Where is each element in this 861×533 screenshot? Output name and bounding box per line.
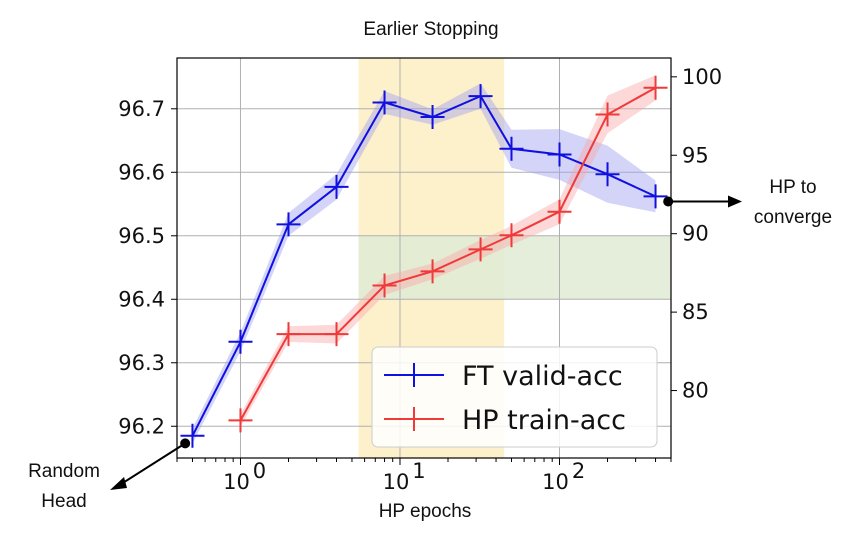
series-0-point-9 [595, 162, 620, 187]
series-band-0 [192, 83, 656, 444]
series-0-point-4 [372, 90, 397, 115]
x-tick-label-0: 10 [223, 470, 250, 494]
random-head-arrow-line [117, 442, 186, 487]
series-1-point-9 [643, 75, 668, 100]
annotations: Random Head HP to converge [28, 177, 832, 512]
random-head-label-0: Random [28, 461, 100, 482]
chart-title: Earlier Stopping [363, 19, 498, 40]
hp-converge-label-0: HP to [769, 177, 816, 198]
left-y-tick-label-1: 96.3 [118, 351, 165, 375]
series-0-point-0 [180, 423, 205, 448]
series-0-point-2 [276, 212, 301, 237]
series-1-point-1 [276, 322, 301, 347]
legend-label-0: FT valid-acc [462, 361, 623, 392]
left-y-tick-label-2: 96.4 [118, 287, 165, 311]
series-layer [180, 75, 668, 448]
series-1-point-2 [324, 322, 349, 347]
series-0-point-10 [643, 184, 668, 209]
hp-converge-label-1: converge [754, 207, 832, 228]
x-tick-label-2: 10 [542, 470, 569, 494]
x-tick-exponent-1: 1 [412, 459, 425, 483]
x-axis-label: HP epochs [379, 501, 472, 522]
series-1-point-5 [468, 237, 493, 262]
series-0-point-6 [468, 84, 493, 109]
series-0-point-7 [499, 136, 524, 161]
left-y-axis: 96.2 96.3 96.4 96.5 96.6 96.7 [118, 97, 177, 438]
series-0-point-8 [547, 142, 572, 167]
x-tick-label-1: 10 [383, 470, 410, 494]
right-y-tick-label-2: 90 [682, 222, 709, 246]
x-axis: 10 0 10 1 10 2 [176, 458, 672, 494]
left-y-tick-label-3: 96.5 [118, 224, 165, 248]
series-line-1 [239, 86, 656, 421]
legend: FT valid-acc HP train-acc [371, 346, 658, 448]
random-head-label-1: Head [41, 491, 86, 512]
shaded-region-1 [358, 235, 671, 300]
series-1-point-8 [595, 102, 620, 127]
right-y-axis: 80 85 90 95 100 [671, 65, 722, 403]
right-y-tick-label-1: 85 [682, 300, 709, 324]
right-y-tick-label-0: 80 [682, 379, 709, 403]
x-tick-exponent-2: 2 [572, 459, 585, 483]
legend-marker-1 [402, 407, 426, 431]
x-tick-exponent-0: 0 [253, 459, 266, 483]
series-1-point-6 [499, 223, 524, 248]
random-head-arrowhead [110, 477, 127, 490]
legend-box [371, 346, 658, 448]
series-0-point-5 [420, 105, 445, 130]
right-y-tick-label-4: 100 [682, 65, 722, 89]
plot-frame [176, 57, 672, 459]
series-0-point-3 [324, 174, 349, 199]
left-y-tick-label-4: 96.6 [118, 160, 165, 184]
legend-label-1: HP train-acc [462, 405, 626, 436]
series-1-point-4 [420, 259, 445, 284]
series-0-point-1 [228, 329, 253, 354]
series-1-point-3 [372, 273, 397, 298]
series-1-point-7 [547, 199, 572, 224]
right-y-tick-label-3: 95 [682, 143, 709, 167]
hp-converge-arrowhead [728, 195, 742, 208]
series-1-point-0 [228, 408, 253, 433]
left-y-tick-label-0: 96.2 [118, 414, 165, 438]
left-y-tick-label-5: 96.7 [118, 97, 165, 121]
legend-marker-0 [402, 363, 426, 387]
